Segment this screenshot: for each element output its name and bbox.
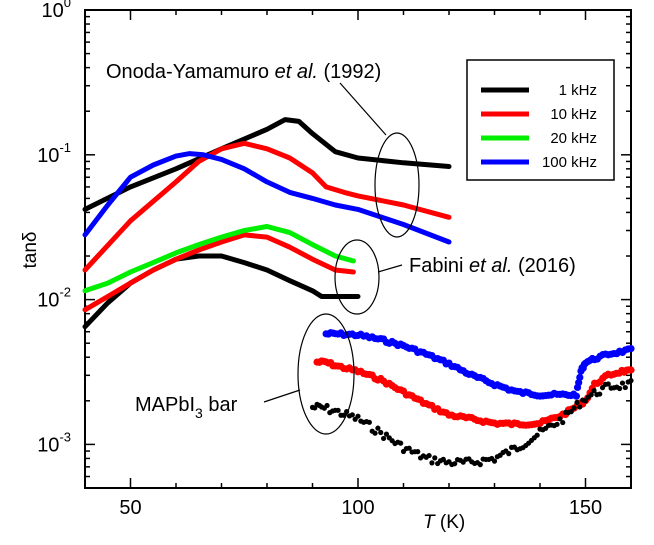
data-point bbox=[440, 456, 446, 462]
series-line bbox=[82, 151, 452, 245]
fabini-leader bbox=[377, 264, 403, 273]
data-point bbox=[568, 409, 574, 415]
data-point bbox=[477, 462, 483, 468]
onoda-ellipse bbox=[374, 132, 420, 238]
data-point bbox=[577, 404, 583, 410]
data-point bbox=[366, 419, 372, 425]
series-mapbi-100khz bbox=[322, 329, 635, 400]
x-tick-label: 50 bbox=[119, 497, 141, 519]
onoda-leader bbox=[339, 82, 387, 136]
data-point bbox=[591, 388, 597, 394]
data-point bbox=[572, 392, 581, 400]
series-line bbox=[82, 224, 356, 294]
data-point bbox=[605, 381, 611, 387]
data-point bbox=[554, 421, 560, 427]
data-point bbox=[426, 452, 432, 459]
x-axis-label: T (K) bbox=[423, 512, 465, 533]
series-line bbox=[82, 232, 356, 313]
y-tick-label: 100 bbox=[42, 0, 71, 22]
series-onoda-100khz bbox=[82, 151, 452, 245]
data-point bbox=[622, 384, 628, 391]
data-point bbox=[571, 405, 577, 411]
data-point bbox=[534, 432, 540, 438]
data-point bbox=[582, 398, 589, 404]
data-point bbox=[617, 385, 623, 392]
data-point bbox=[627, 366, 635, 374]
fabini-ellipse bbox=[334, 239, 380, 315]
series-fabini-10khz bbox=[82, 232, 356, 313]
legend-label: 100 kHz bbox=[542, 154, 597, 171]
data-point bbox=[576, 373, 584, 382]
data-point bbox=[506, 451, 512, 457]
legend-label: 10 kHz bbox=[550, 106, 597, 123]
data-point bbox=[597, 391, 603, 397]
tick-labels: 50 100 150 100 10-1 10-2 10-3 bbox=[37, 0, 602, 519]
mapbi-label: MAPbI3 bar bbox=[135, 394, 238, 421]
series-line bbox=[82, 117, 452, 212]
data-point bbox=[588, 392, 594, 398]
data-point bbox=[398, 440, 404, 446]
data-point bbox=[429, 460, 435, 466]
y-tick-label: 10-3 bbox=[37, 429, 71, 456]
data-point bbox=[335, 407, 341, 413]
data-point bbox=[378, 429, 384, 436]
data-point bbox=[415, 449, 421, 455]
series-layer bbox=[82, 117, 635, 468]
mapbi-ellipse bbox=[297, 313, 355, 435]
data-point bbox=[372, 430, 378, 436]
series-onoda-10khz bbox=[82, 140, 452, 273]
data-point bbox=[432, 455, 438, 461]
y-tick-label: 10-2 bbox=[37, 285, 71, 312]
data-point bbox=[324, 402, 330, 409]
data-point bbox=[406, 445, 412, 451]
data-point bbox=[383, 431, 390, 437]
onoda-label: Onoda-Yamamuro et al. (1992) bbox=[106, 61, 381, 83]
data-point bbox=[628, 378, 634, 384]
series-fabini-20khz bbox=[82, 224, 356, 294]
y-axis-label: tanδ bbox=[20, 232, 41, 269]
series-line bbox=[82, 253, 361, 330]
mapbi-leader bbox=[263, 389, 301, 403]
y-tick-label: 10-1 bbox=[37, 140, 71, 167]
legend: 1 kHz 10 kHz 20 kHz 100 kHz bbox=[466, 59, 615, 181]
data-point bbox=[491, 458, 498, 464]
data-point bbox=[560, 419, 566, 426]
data-point bbox=[557, 416, 563, 422]
data-point bbox=[619, 380, 626, 386]
fabini-label: Fabini et al. (2016) bbox=[409, 255, 576, 277]
annotation-ellipses bbox=[263, 82, 420, 435]
series-onoda-1khz bbox=[82, 117, 452, 212]
legend-label: 20 kHz bbox=[550, 130, 597, 147]
series-fabini-1khz bbox=[82, 253, 361, 330]
legend-label: 1 kHz bbox=[559, 82, 597, 99]
data-point bbox=[349, 412, 355, 418]
data-point bbox=[574, 399, 580, 406]
data-point bbox=[355, 413, 361, 419]
data-point bbox=[627, 344, 635, 353]
data-point bbox=[452, 461, 458, 467]
data-point bbox=[375, 425, 381, 431]
data-point bbox=[380, 435, 387, 442]
x-tick-label: 150 bbox=[569, 497, 602, 519]
annotations: Onoda-Yamamuro et al. (1992) Fabini et a… bbox=[106, 61, 576, 421]
series-mapbi-1khz bbox=[309, 378, 634, 468]
series-line bbox=[82, 140, 452, 273]
x-tick-label: 100 bbox=[341, 497, 374, 519]
